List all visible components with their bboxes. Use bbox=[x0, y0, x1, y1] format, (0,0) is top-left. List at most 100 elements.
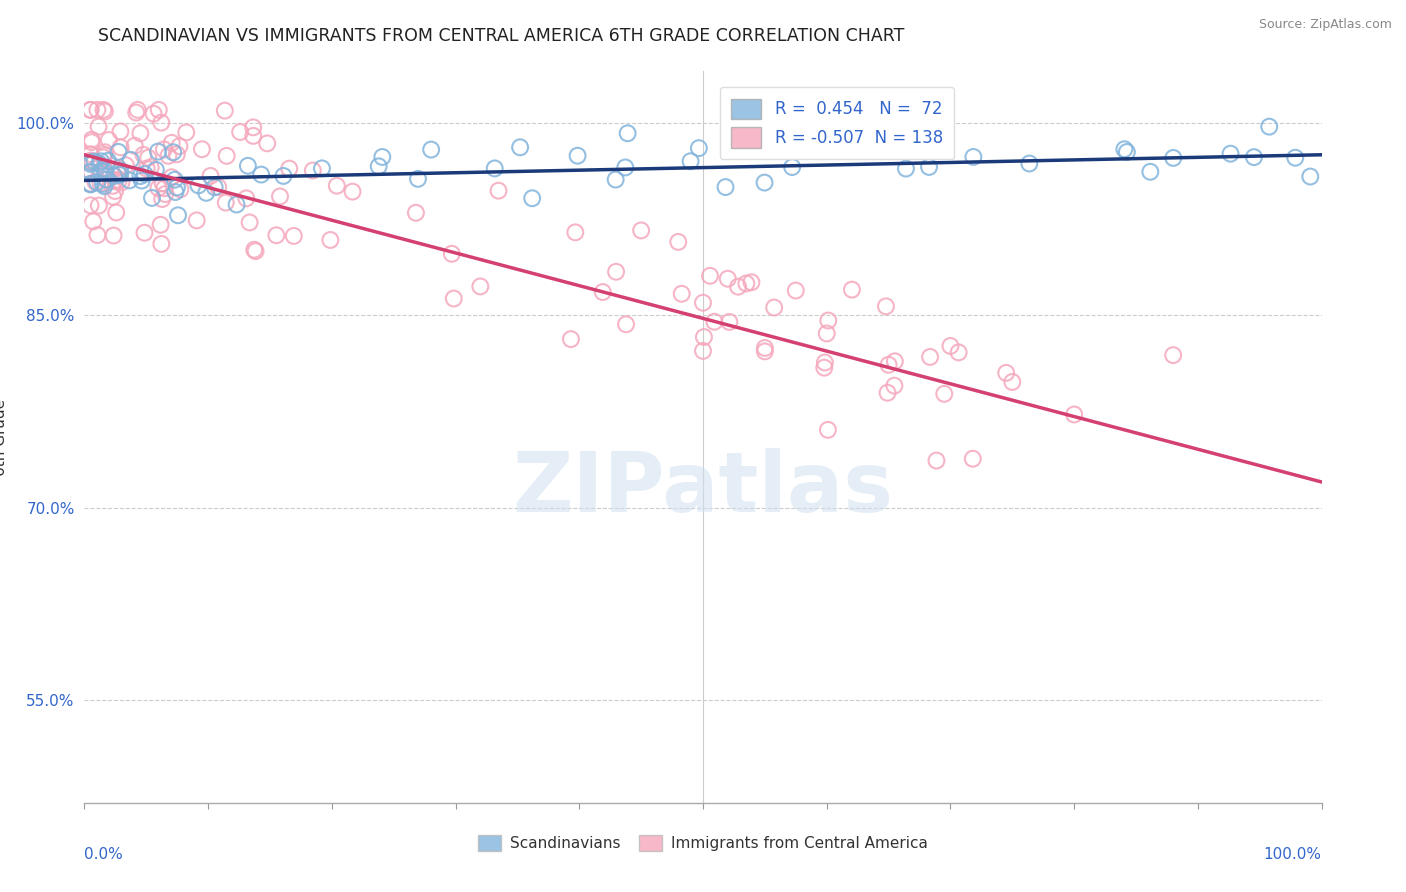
Point bbox=[110, 140, 132, 154]
Point bbox=[135, 161, 157, 176]
Point bbox=[1243, 150, 1265, 164]
Point bbox=[79, 103, 101, 117]
Point bbox=[101, 190, 124, 204]
Point bbox=[167, 208, 190, 222]
Point bbox=[89, 156, 111, 170]
Point bbox=[91, 150, 114, 164]
Point bbox=[614, 161, 637, 175]
Point bbox=[754, 176, 776, 190]
Point bbox=[96, 172, 118, 186]
Point bbox=[326, 178, 349, 193]
Point bbox=[79, 178, 101, 192]
Point bbox=[616, 126, 638, 140]
Point bbox=[93, 179, 115, 194]
Point bbox=[699, 268, 721, 283]
Point bbox=[666, 235, 689, 249]
Point bbox=[103, 228, 125, 243]
Point bbox=[703, 315, 725, 329]
Point bbox=[115, 158, 138, 172]
Point bbox=[150, 236, 173, 251]
Point bbox=[1161, 348, 1184, 362]
Point bbox=[79, 157, 101, 171]
Point bbox=[96, 172, 118, 186]
Point bbox=[134, 226, 156, 240]
Point bbox=[107, 174, 129, 188]
Point bbox=[94, 104, 117, 119]
Point bbox=[876, 385, 898, 400]
Point bbox=[1163, 151, 1185, 165]
Point bbox=[110, 176, 132, 190]
Point bbox=[129, 169, 152, 183]
Point bbox=[146, 145, 169, 159]
Point bbox=[509, 140, 531, 154]
Point bbox=[273, 169, 295, 183]
Point bbox=[877, 358, 900, 372]
Point bbox=[214, 103, 236, 118]
Point bbox=[145, 162, 167, 177]
Point bbox=[148, 103, 170, 117]
Point bbox=[256, 136, 278, 151]
Legend: Scandinavians, Immigrants from Central America: Scandinavians, Immigrants from Central A… bbox=[472, 830, 934, 857]
Point bbox=[129, 126, 152, 140]
Point bbox=[671, 286, 693, 301]
Point bbox=[443, 292, 465, 306]
Point bbox=[152, 176, 174, 190]
Point bbox=[740, 275, 762, 289]
Point bbox=[110, 168, 132, 182]
Point bbox=[406, 172, 429, 186]
Point bbox=[754, 344, 776, 359]
Point bbox=[367, 159, 389, 173]
Point bbox=[679, 154, 702, 169]
Point bbox=[440, 247, 463, 261]
Point bbox=[894, 161, 917, 176]
Point bbox=[1063, 408, 1085, 422]
Point bbox=[242, 120, 264, 135]
Point bbox=[1114, 142, 1136, 156]
Point bbox=[87, 198, 110, 212]
Point bbox=[79, 165, 101, 179]
Point bbox=[80, 153, 103, 168]
Point bbox=[82, 214, 104, 228]
Point bbox=[235, 191, 257, 205]
Point bbox=[169, 139, 191, 153]
Point bbox=[89, 176, 111, 190]
Point bbox=[841, 283, 863, 297]
Point bbox=[166, 147, 188, 161]
Point bbox=[186, 213, 208, 227]
Point bbox=[727, 279, 749, 293]
Point bbox=[93, 103, 115, 117]
Point bbox=[470, 279, 492, 293]
Point bbox=[174, 125, 197, 139]
Point bbox=[813, 360, 835, 375]
Point bbox=[283, 228, 305, 243]
Point bbox=[79, 165, 101, 179]
Point bbox=[153, 142, 176, 156]
Point bbox=[82, 154, 104, 169]
Point bbox=[93, 163, 115, 178]
Point bbox=[1001, 375, 1024, 389]
Point bbox=[250, 168, 273, 182]
Point bbox=[717, 271, 740, 285]
Point bbox=[105, 205, 128, 219]
Point bbox=[948, 345, 970, 359]
Point bbox=[301, 163, 323, 178]
Point bbox=[342, 185, 364, 199]
Point bbox=[86, 227, 108, 242]
Point bbox=[104, 184, 127, 198]
Point bbox=[150, 115, 173, 129]
Point bbox=[79, 177, 101, 191]
Point bbox=[162, 145, 184, 160]
Point bbox=[225, 197, 247, 211]
Point bbox=[266, 228, 288, 243]
Point bbox=[592, 285, 614, 299]
Point bbox=[107, 145, 129, 159]
Point bbox=[692, 343, 714, 358]
Point bbox=[80, 165, 103, 179]
Point bbox=[153, 181, 176, 195]
Point bbox=[688, 141, 710, 155]
Point bbox=[914, 143, 936, 157]
Point bbox=[243, 243, 266, 257]
Point bbox=[229, 125, 252, 139]
Point bbox=[110, 163, 132, 178]
Point bbox=[96, 167, 118, 181]
